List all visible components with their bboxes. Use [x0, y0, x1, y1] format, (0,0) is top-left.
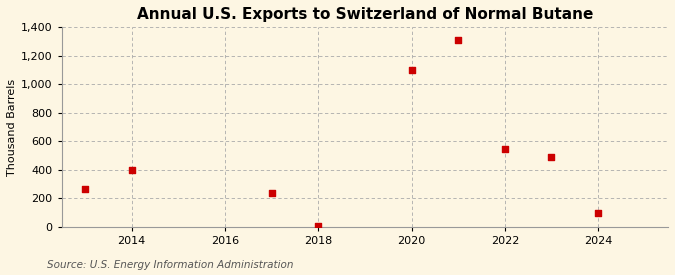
Text: Source: U.S. Energy Information Administration: Source: U.S. Energy Information Administ… [47, 260, 294, 270]
Y-axis label: Thousand Barrels: Thousand Barrels [7, 79, 17, 176]
Point [406, 68, 417, 72]
Point [500, 146, 510, 151]
Title: Annual U.S. Exports to Switzerland of Normal Butane: Annual U.S. Exports to Switzerland of No… [137, 7, 593, 22]
Point [546, 155, 557, 159]
Point [593, 211, 603, 215]
Point [313, 224, 324, 229]
Point [126, 168, 137, 172]
Point [80, 186, 90, 191]
Point [453, 38, 464, 42]
Point [266, 191, 277, 195]
